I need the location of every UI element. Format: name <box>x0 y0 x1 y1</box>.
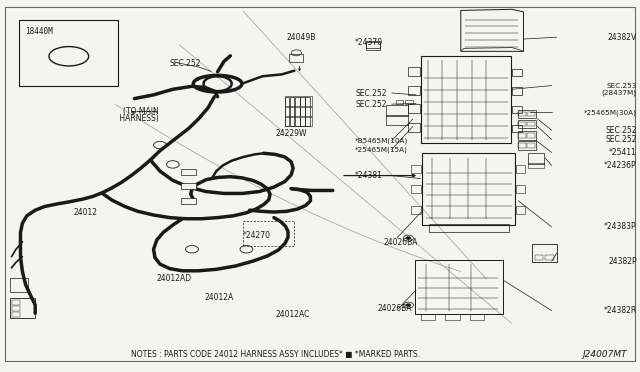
Circle shape <box>406 304 411 307</box>
Bar <box>285 107 312 116</box>
Bar <box>295 97 300 126</box>
Bar <box>422 153 515 225</box>
Text: *24383P: *24383P <box>604 222 637 231</box>
Text: *25465M(30A): *25465M(30A) <box>584 109 637 116</box>
Bar <box>429 224 509 232</box>
Text: *25465M(15A): *25465M(15A) <box>355 146 408 153</box>
Bar <box>411 165 421 173</box>
Text: 24229W: 24229W <box>275 129 307 138</box>
Text: 24012: 24012 <box>74 208 98 217</box>
Bar <box>411 206 421 214</box>
Text: 24382P: 24382P <box>608 257 637 266</box>
Text: *24370: *24370 <box>355 38 383 47</box>
Text: HARNESS): HARNESS) <box>117 114 159 123</box>
Bar <box>285 97 289 126</box>
Bar <box>10 278 28 292</box>
Bar <box>421 56 511 143</box>
Text: (TO MAIN: (TO MAIN <box>123 107 159 116</box>
Text: *B5465M(10A): *B5465M(10A) <box>355 137 408 144</box>
Text: SEC.252: SEC.252 <box>605 135 637 144</box>
Bar <box>408 67 420 76</box>
Bar <box>386 115 408 125</box>
Bar <box>366 42 380 48</box>
Bar <box>181 169 196 175</box>
Bar <box>518 110 536 118</box>
Bar <box>181 183 196 189</box>
Bar <box>518 141 536 150</box>
Text: NOTES : PARTS CODE 24012 HARNESS ASSY INCLUDES* ■ *MARKED PARTS.: NOTES : PARTS CODE 24012 HARNESS ASSY IN… <box>131 350 420 359</box>
Bar <box>518 122 526 126</box>
Bar <box>289 54 303 62</box>
Bar <box>527 143 535 148</box>
Bar <box>305 97 310 126</box>
Text: *24382R: *24382R <box>604 306 637 315</box>
Bar <box>527 133 535 138</box>
Bar <box>408 104 420 113</box>
Text: SEC.252: SEC.252 <box>605 126 637 135</box>
Text: J24007MT: J24007MT <box>582 350 627 359</box>
Bar <box>516 165 525 173</box>
Bar <box>12 312 20 317</box>
Bar <box>516 185 525 193</box>
Bar <box>518 112 526 116</box>
Bar <box>408 123 420 132</box>
Bar <box>512 125 522 132</box>
Bar <box>290 97 294 126</box>
Bar <box>545 255 554 260</box>
Bar <box>512 69 522 76</box>
Text: 24012A: 24012A <box>205 293 234 302</box>
Text: (28437M): (28437M) <box>602 90 637 96</box>
Text: 24382V: 24382V <box>607 33 637 42</box>
Bar <box>411 185 421 193</box>
Bar <box>181 198 196 204</box>
Bar <box>408 86 420 95</box>
Bar <box>512 106 522 113</box>
Bar <box>366 41 380 50</box>
Bar <box>532 244 557 262</box>
Bar <box>518 120 536 128</box>
Bar <box>12 300 20 305</box>
Bar <box>527 122 535 126</box>
Text: *24236P: *24236P <box>604 161 637 170</box>
Bar <box>300 97 305 126</box>
Bar <box>405 100 413 104</box>
Bar <box>12 306 20 311</box>
Circle shape <box>406 237 411 240</box>
Bar <box>527 112 535 116</box>
Bar <box>10 298 35 318</box>
Text: SEC.252: SEC.252 <box>170 59 201 68</box>
Bar <box>285 96 312 106</box>
Bar <box>516 206 525 214</box>
Bar <box>19 20 118 86</box>
Text: 24012AC: 24012AC <box>275 310 310 319</box>
Text: *24381: *24381 <box>355 171 383 180</box>
Bar <box>512 87 522 95</box>
Bar <box>415 260 503 314</box>
Bar <box>528 153 544 164</box>
Text: 24026BA: 24026BA <box>384 238 419 247</box>
Text: 24012AD: 24012AD <box>157 274 192 283</box>
Text: 24049B: 24049B <box>287 33 316 42</box>
Bar <box>528 163 544 168</box>
Bar <box>470 314 484 320</box>
Bar <box>285 117 312 126</box>
Bar <box>386 105 408 116</box>
Bar <box>421 314 435 320</box>
Text: 24026BA: 24026BA <box>378 304 412 313</box>
Text: SEC.253: SEC.253 <box>607 83 637 89</box>
Bar <box>518 133 526 138</box>
Text: *25411: *25411 <box>609 148 637 157</box>
Text: 18440M: 18440M <box>26 27 53 36</box>
Text: SEC.252: SEC.252 <box>355 100 387 109</box>
Bar <box>535 255 543 260</box>
Text: SEC.252: SEC.252 <box>355 89 387 97</box>
Text: *24270: *24270 <box>243 231 271 240</box>
Bar <box>445 314 460 320</box>
Bar <box>518 131 536 140</box>
Bar <box>518 143 526 148</box>
Bar <box>396 100 403 104</box>
